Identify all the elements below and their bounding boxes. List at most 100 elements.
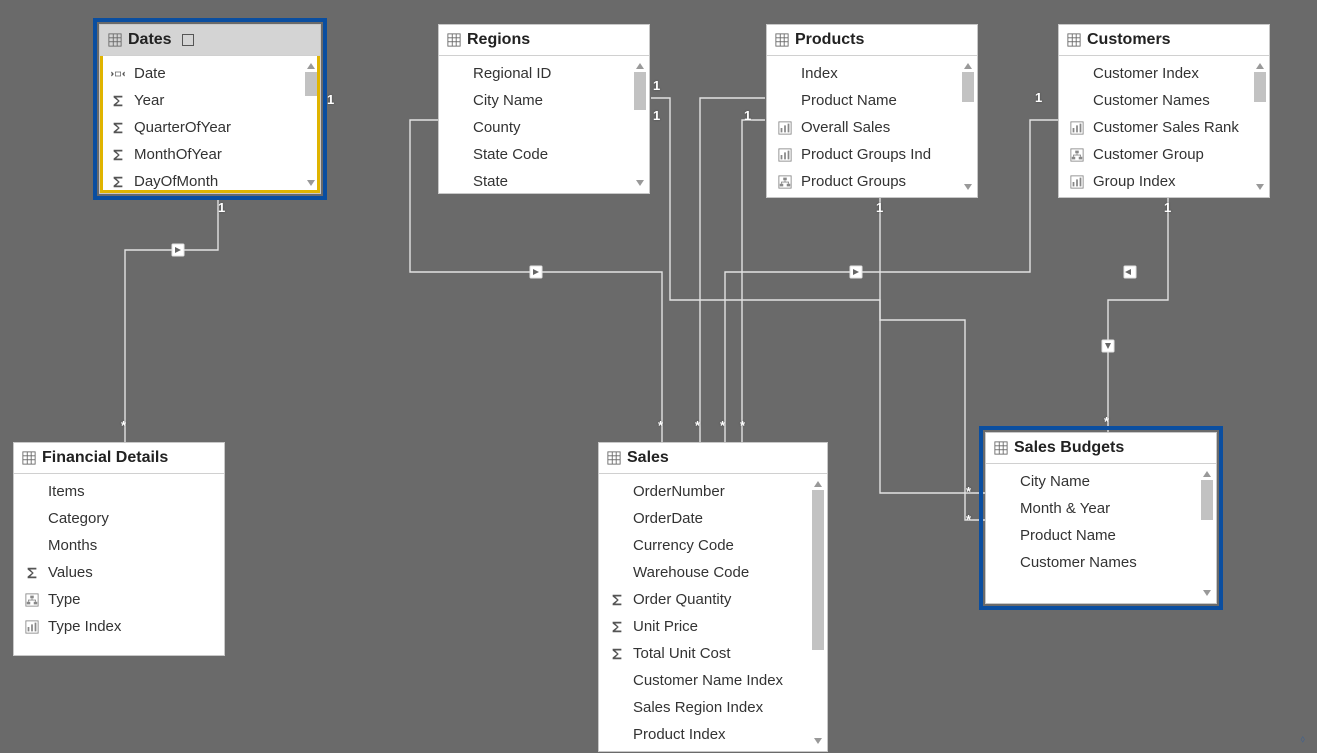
scroll-thumb[interactable]: [305, 72, 317, 96]
field-row[interactable]: State Code: [439, 141, 649, 168]
field-row[interactable]: City Name: [439, 87, 649, 114]
field-row[interactable]: Currency Code: [599, 532, 827, 559]
expand-icon[interactable]: [182, 34, 194, 46]
field-label: QuarterOfYear: [134, 119, 231, 136]
scroll-down-icon[interactable]: [633, 177, 647, 189]
table-title: Sales Budgets: [1014, 439, 1124, 457]
cardinality-label: 1: [327, 92, 334, 107]
field-row[interactable]: Group Index: [1059, 168, 1269, 195]
table-header[interactable]: Customers: [1059, 25, 1269, 56]
scroll-up-icon[interactable]: [1253, 60, 1267, 72]
field-row[interactable]: Values: [14, 559, 224, 586]
scroll-down-icon[interactable]: [961, 181, 975, 193]
field-row[interactable]: Product Groups Ind: [767, 141, 977, 168]
field-row[interactable]: Customer Index: [1059, 60, 1269, 87]
measure-icon: [24, 619, 40, 635]
field-row[interactable]: OrderNumber: [599, 478, 827, 505]
field-row[interactable]: MonthOfYear: [100, 141, 320, 168]
field-row[interactable]: Type Index: [14, 613, 224, 640]
scroll-thumb[interactable]: [1201, 480, 1213, 520]
scrollbar[interactable]: [1200, 468, 1214, 599]
table-sales[interactable]: Sales OrderNumberOrderDateCurrency CodeWa…: [598, 442, 828, 752]
hierarchy-icon: [24, 592, 40, 608]
scroll-thumb[interactable]: [962, 72, 974, 102]
table-title: Products: [795, 31, 864, 49]
field-row[interactable]: Regional ID: [439, 60, 649, 87]
field-row[interactable]: Product Index: [599, 721, 827, 748]
field-row[interactable]: Customer Sales Rank: [1059, 114, 1269, 141]
field-row[interactable]: OrderDate: [599, 505, 827, 532]
field-row[interactable]: Month & Year: [986, 495, 1216, 522]
table-header[interactable]: Sales: [599, 443, 827, 474]
field-row[interactable]: Overall Sales: [767, 114, 977, 141]
field-label: Product Groups: [801, 173, 906, 190]
field-row[interactable]: Date: [100, 60, 320, 87]
field-row[interactable]: QuarterOfYear: [100, 114, 320, 141]
field-row[interactable]: Type: [14, 586, 224, 613]
table-regions[interactable]: Regions Regional IDCity Name County State C…: [438, 24, 650, 194]
table-body: Regional IDCity Name County State CodeStat…: [439, 56, 649, 193]
scrollbar[interactable]: [1253, 60, 1267, 193]
field-row[interactable]: Customer Name Index: [599, 667, 827, 694]
field-row[interactable]: Product Groups: [767, 168, 977, 195]
field-row[interactable]: Customer Group: [1059, 141, 1269, 168]
field-row[interactable]: Items: [14, 478, 224, 505]
table-header[interactable]: Dates: [100, 25, 320, 56]
field-row[interactable]: Months: [14, 532, 224, 559]
scroll-up-icon[interactable]: [961, 60, 975, 72]
field-label: Overall Sales: [801, 119, 890, 136]
scroll-thumb[interactable]: [634, 72, 646, 110]
table-header[interactable]: Products: [767, 25, 977, 56]
table-financial[interactable]: Financial Details ItemsCategoryMonths Valu…: [13, 442, 225, 656]
sigma-icon: [609, 592, 625, 608]
field-label: Values: [48, 564, 93, 581]
scroll-up-icon[interactable]: [633, 60, 647, 72]
scroll-up-icon[interactable]: [304, 60, 318, 72]
scroll-down-icon[interactable]: [1253, 181, 1267, 193]
field-label: Month & Year: [1020, 500, 1110, 517]
scrollbar[interactable]: [811, 478, 825, 747]
field-row[interactable]: Sales Region Index: [599, 694, 827, 721]
field-row[interactable]: County: [439, 114, 649, 141]
field-row[interactable]: Index: [767, 60, 977, 87]
measure-icon: [777, 120, 793, 136]
field-row[interactable]: Year: [100, 87, 320, 114]
scroll-up-icon[interactable]: [811, 478, 825, 490]
scrollbar[interactable]: [304, 60, 318, 189]
table-customers[interactable]: CustomersCustomer IndexCustomer NamesCus…: [1058, 24, 1270, 198]
field-row[interactable]: Customer Names: [986, 549, 1216, 576]
field-row[interactable]: Total Unit Cost: [599, 640, 827, 667]
table-header[interactable]: Sales Budgets: [986, 433, 1216, 464]
table-dates[interactable]: Dates Date Year QuarterOfYear MonthOfYear Day…: [99, 24, 321, 194]
scroll-down-icon[interactable]: [811, 735, 825, 747]
field-row[interactable]: Product Name: [986, 522, 1216, 549]
field-row[interactable]: Product Name: [767, 87, 977, 114]
field-row[interactable]: State: [439, 168, 649, 193]
scroll-down-icon[interactable]: [304, 177, 318, 189]
field-row[interactable]: Warehouse Code: [599, 559, 827, 586]
field-row[interactable]: Unit Price: [599, 613, 827, 640]
scroll-thumb[interactable]: [1254, 72, 1266, 102]
field-row[interactable]: Customer Names: [1059, 87, 1269, 114]
field-label: County: [473, 119, 521, 136]
table-title: Financial Details: [42, 449, 168, 467]
field-label: DayOfMonth: [134, 173, 218, 190]
sigma-icon: [110, 93, 126, 109]
cardinality-label: 1: [1035, 90, 1042, 105]
table-header[interactable]: Regions: [439, 25, 649, 56]
field-label: Date: [134, 65, 166, 82]
field-row[interactable]: Category: [14, 505, 224, 532]
field-row[interactable]: City Name: [986, 468, 1216, 495]
table-header[interactable]: Financial Details: [14, 443, 224, 474]
table-budgets[interactable]: Sales Budgets City Name Month & Year Produc…: [985, 432, 1217, 604]
scrollbar[interactable]: [961, 60, 975, 193]
scroll-up-icon[interactable]: [1200, 468, 1214, 480]
field-row[interactable]: DayOfMonth: [100, 168, 320, 193]
table-products[interactable]: Products IndexProduct Name Overall Sales Pr…: [766, 24, 978, 198]
table-title: Sales: [627, 449, 669, 467]
field-row[interactable]: Order Quantity: [599, 586, 827, 613]
scroll-down-icon[interactable]: [1200, 587, 1214, 599]
scroll-thumb[interactable]: [812, 490, 824, 650]
scrollbar[interactable]: [633, 60, 647, 189]
table-icon: [1067, 33, 1081, 47]
